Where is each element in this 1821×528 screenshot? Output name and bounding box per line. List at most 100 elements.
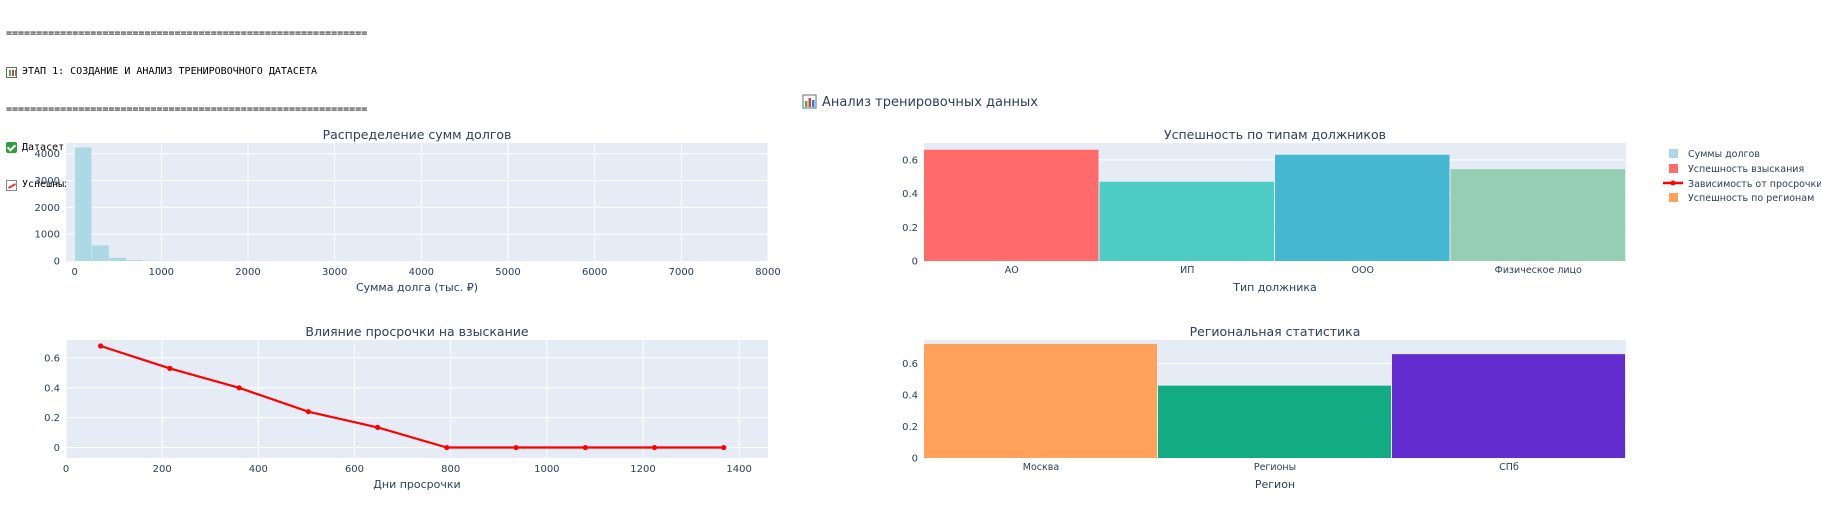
debtor-type-success-chart: АО ИП ООО Физическое лицо 0 0.2 0.4 0.6 Успешн…: [902, 127, 1626, 294]
subplot-title: Успешность по типам должников: [1164, 127, 1386, 142]
x-tick-label: 0: [63, 464, 69, 475]
separator-line: ========================================…: [6, 103, 368, 115]
x-tick-label: 2000: [235, 267, 260, 278]
y-tick-labels: 0 0.2 0.4 0.6: [44, 353, 60, 454]
x-tick-label: 800: [441, 464, 460, 475]
legend[interactable]: Суммы долгов Успешность взыскания Зависи…: [1663, 149, 1821, 204]
bar: [924, 343, 1157, 458]
bar: [1450, 169, 1625, 261]
y-tick-labels: 0 0.2 0.4 0.6: [902, 155, 918, 267]
legend-item[interactable]: Успешность по регионам: [1669, 193, 1814, 204]
x-tick-label: 5000: [495, 267, 520, 278]
histogram-bars: [74, 147, 179, 261]
subplot-title: Региональная статистика: [1190, 324, 1361, 339]
y-tick-label: 0.4: [902, 189, 918, 200]
legend-item[interactable]: Успешность взыскания: [1669, 164, 1804, 175]
overdue-impact-chart: 0 200 400 600 800 1000 1200 1400 0 0.2 0.4 0.6 Вли…: [44, 324, 768, 491]
histogram-bar: [74, 147, 92, 261]
figure-title-group: Анализ тренировочных данных: [802, 94, 1038, 110]
y-tick-labels: 0 1000 2000 3000 4000: [35, 149, 60, 267]
series-line: [100, 344, 724, 449]
data-point: [236, 385, 242, 391]
regional-stats-chart: Москва Регионы СПб 0 0.2 0.4 0.6 Региональная…: [902, 324, 1626, 491]
legend-item[interactable]: Зависимость от просрочки: [1663, 179, 1821, 190]
bar: [1099, 181, 1274, 261]
data-point: [651, 444, 658, 451]
trend-chart-icon: [6, 180, 17, 192]
x-axis-label: Дни просрочки: [373, 478, 460, 491]
x-tick-labels: 0 200 400 600 800 1000 1200 1400: [63, 464, 752, 475]
y-tick-label: 0: [54, 257, 60, 268]
x-tick-label: Физическое лицо: [1495, 265, 1582, 276]
y-tick-label: 0: [54, 443, 60, 454]
histogram-bar: [109, 257, 127, 261]
data-point: [513, 444, 519, 451]
x-tick-label: ООО: [1352, 265, 1374, 276]
y-tick-label: 1000: [35, 230, 60, 241]
x-tick-label: 6000: [582, 267, 607, 278]
x-tick-labels: АО ИП ООО Физическое лицо: [1005, 265, 1582, 276]
data-point: [167, 365, 173, 371]
x-tick-label: 3000: [322, 267, 347, 278]
x-tick-label: АО: [1005, 265, 1019, 276]
bar-chart-icon: [802, 94, 817, 109]
y-tick-label: 0.4: [44, 383, 60, 394]
x-tick-label: 200: [153, 464, 172, 475]
data-point: [305, 409, 311, 415]
data-point: [444, 444, 450, 451]
x-tick-label: 8000: [755, 267, 780, 278]
y-tick-label: 4000: [35, 149, 60, 160]
line-series: [98, 343, 727, 451]
y-tick-label: 0: [912, 454, 918, 465]
y-tick-label: 0.6: [902, 155, 918, 166]
separator-line: ========================================…: [6, 28, 368, 40]
legend-swatch: [1669, 149, 1678, 158]
histogram-bar: [126, 260, 144, 261]
data-point: [582, 444, 588, 451]
legend-swatch: [1669, 164, 1678, 173]
legend-label: Зависимость от просрочки: [1688, 179, 1821, 190]
x-tick-label: 1000: [149, 267, 174, 278]
bar: [1392, 354, 1625, 458]
data-point: [721, 444, 727, 451]
legend-marker: [1670, 180, 1676, 186]
x-axis-label: Тип должника: [1232, 281, 1317, 294]
bar: [924, 149, 1099, 261]
y-tick-label: 0.2: [902, 223, 918, 234]
x-tick-label: 1000: [534, 464, 559, 475]
y-tick-label: 0.6: [902, 359, 918, 370]
x-tick-label: 4000: [409, 267, 434, 278]
y-tick-label: 0: [912, 257, 918, 268]
x-tick-labels: 0 1000 2000 3000 4000 5000 6000 7000 8000: [71, 267, 780, 278]
x-tick-label: 600: [345, 464, 364, 475]
subplot-title: Влияние просрочки на взыскание: [305, 324, 528, 339]
data-point: [374, 424, 381, 430]
y-tick-label: 0.2: [44, 413, 60, 424]
y-tick-label: 2000: [35, 203, 60, 214]
legend-label: Успешность взыскания: [1688, 164, 1804, 175]
bar: [1275, 154, 1450, 261]
x-tick-label: Москва: [1023, 462, 1059, 473]
bar: [1158, 385, 1391, 458]
y-tick-label: 0.6: [44, 353, 60, 364]
legend-label: Успешность по регионам: [1688, 193, 1814, 204]
success-bars: [924, 149, 1625, 261]
y-tick-label: 3000: [35, 176, 60, 187]
figure-title: Анализ тренировочных данных: [822, 95, 1038, 110]
x-axis-label: Сумма долга (тыс. ₽): [356, 281, 478, 294]
x-tick-label: 7000: [669, 267, 694, 278]
check-mark-icon: [6, 142, 17, 154]
legend-item[interactable]: Суммы долгов: [1669, 149, 1760, 160]
subplot-title: Распределение сумм долгов: [323, 127, 512, 142]
legend-swatch: [1669, 193, 1678, 202]
x-tick-label: ИП: [1180, 265, 1194, 276]
bar-chart-icon: [6, 66, 17, 78]
histogram-bar: [92, 245, 109, 261]
y-tick-label: 0.4: [902, 391, 918, 402]
plot-background: [66, 143, 768, 261]
x-tick-label: СПб: [1499, 462, 1519, 473]
x-axis-label: Регион: [1255, 478, 1295, 491]
x-tick-label: 1200: [630, 464, 655, 475]
x-tick-label: 0: [71, 267, 77, 278]
